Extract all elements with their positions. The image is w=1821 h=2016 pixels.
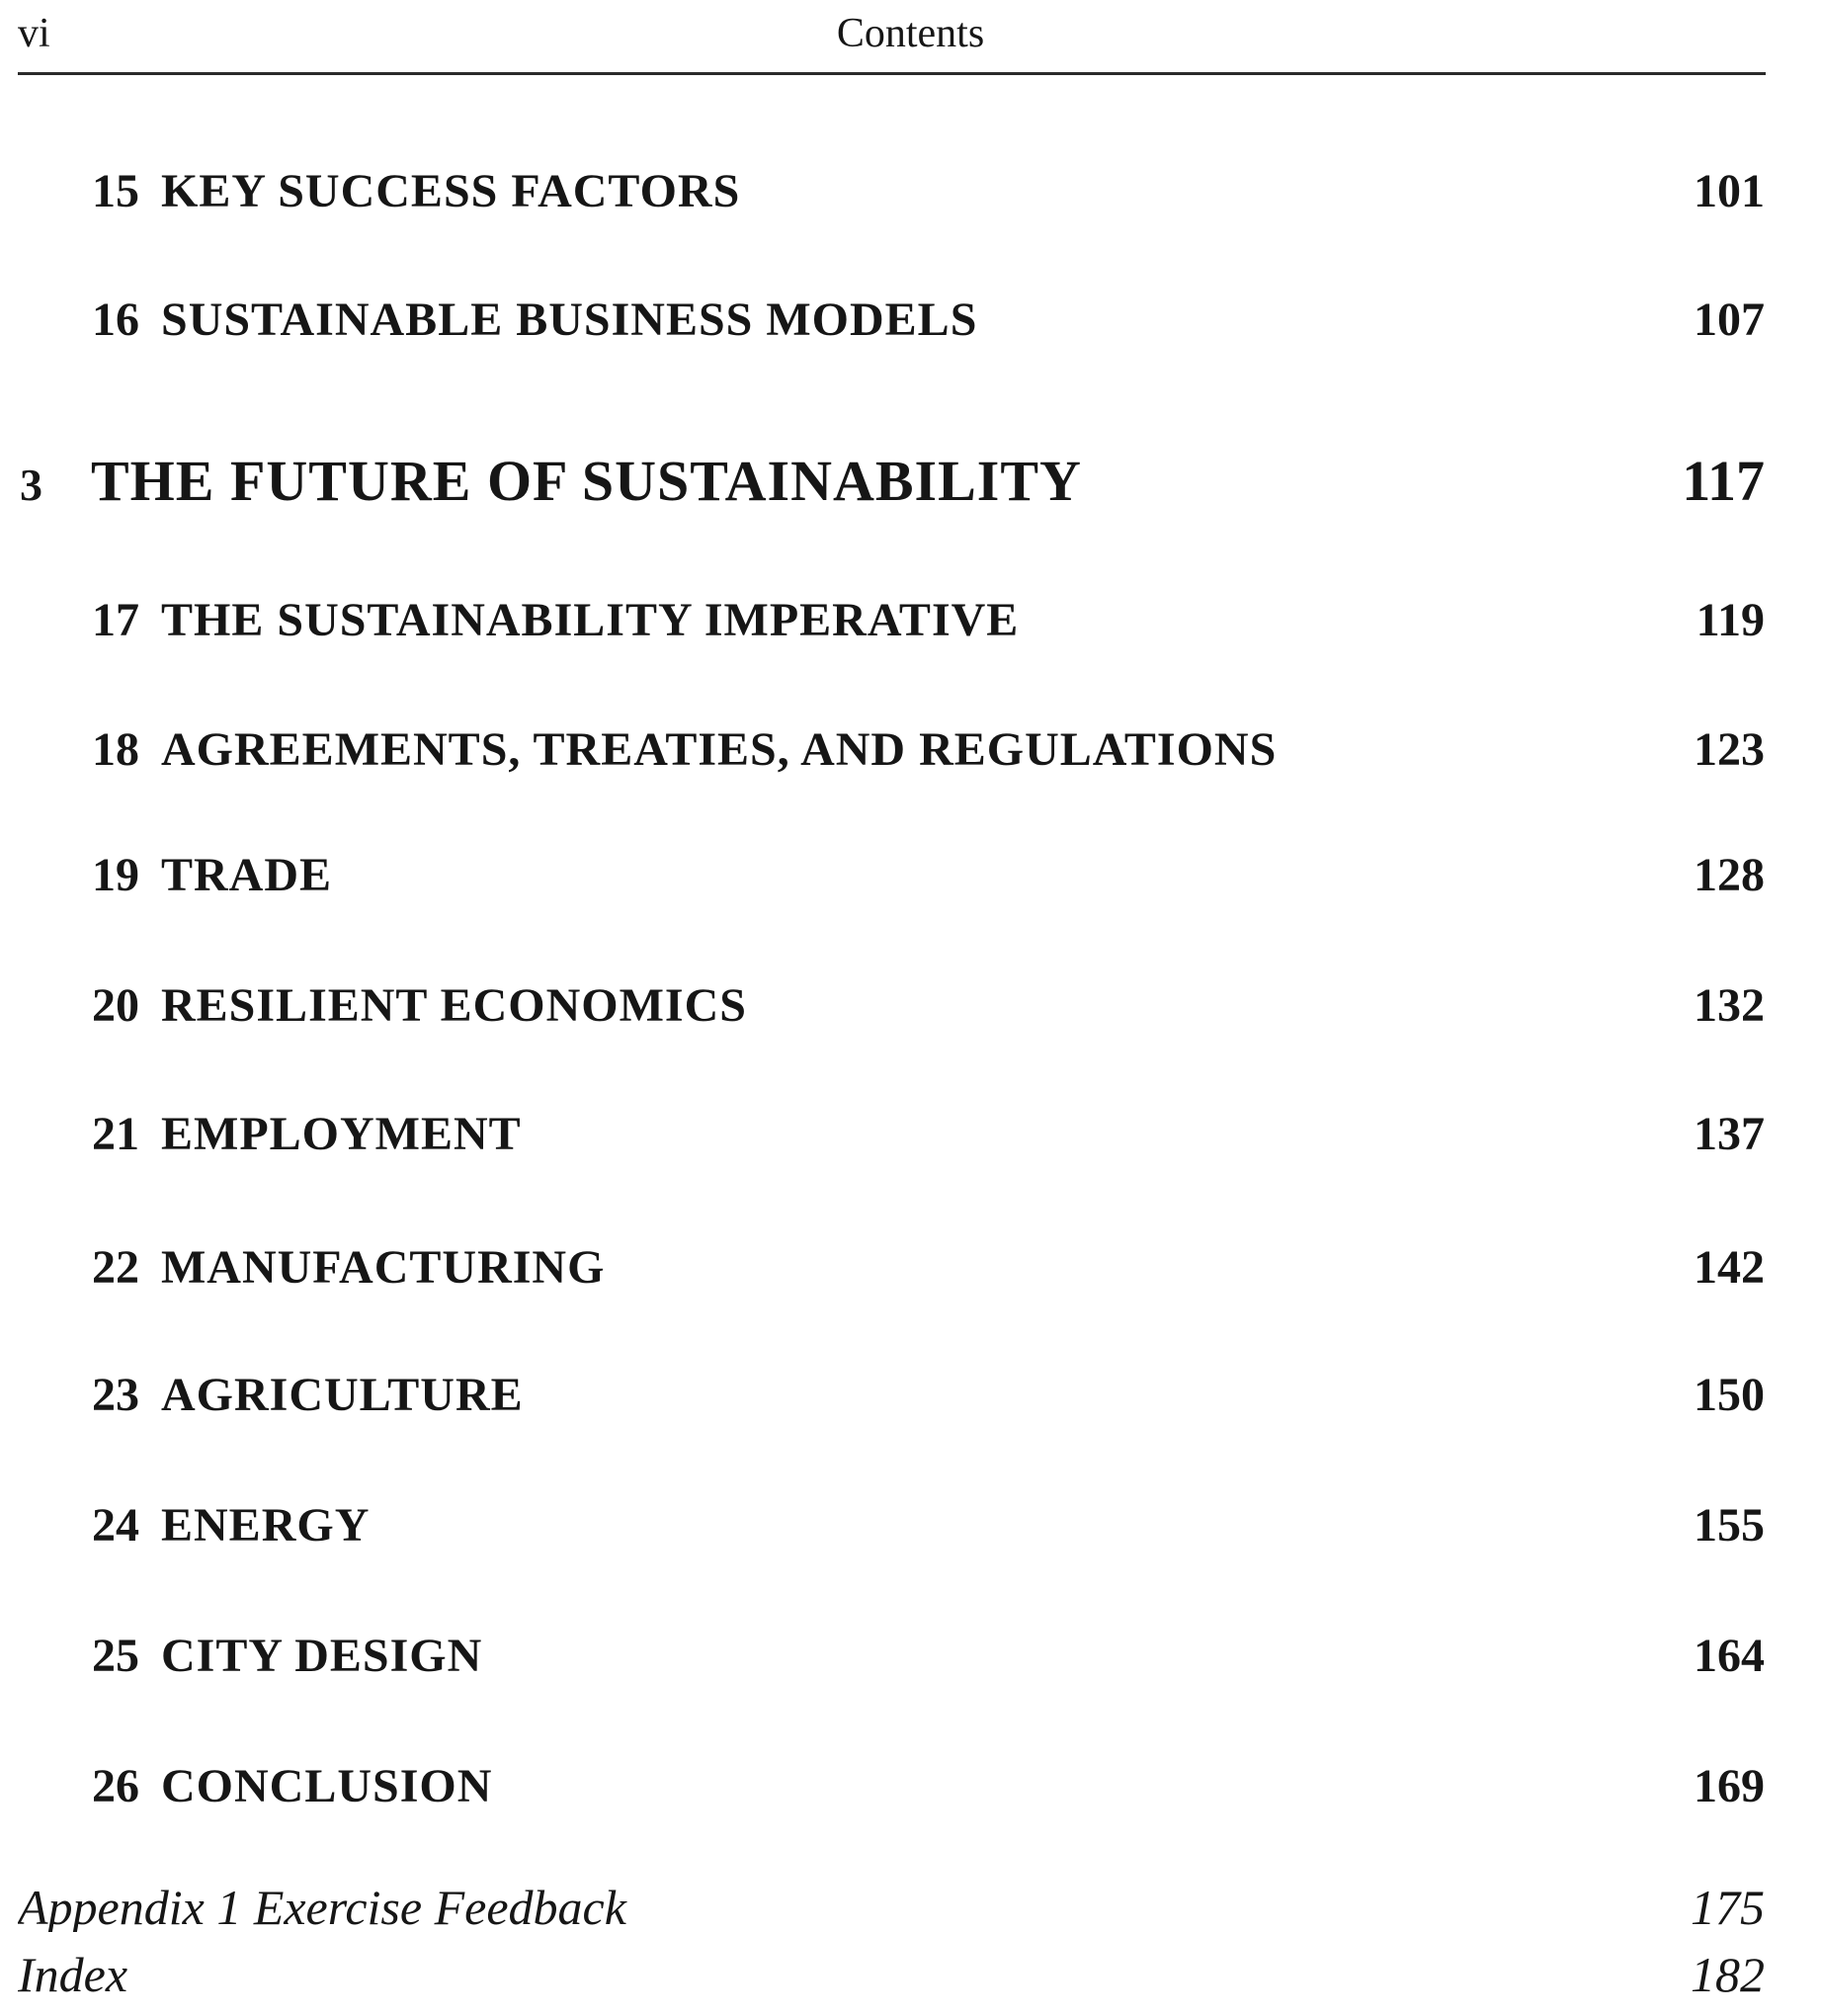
toc-entry-ch20: 20 RESILIENT ECONOMICS 132 <box>0 982 1821 1030</box>
page-number: 150 <box>1694 1369 1765 1421</box>
toc-entry-ch18: 18 AGREEMENTS, TREATIES, AND REGULATIONS… <box>0 726 1821 774</box>
page-number: 175 <box>1691 1880 1765 1935</box>
chapter-title: MANUFACTURING <box>161 1244 606 1292</box>
chapter-number: 21 <box>92 1108 139 1160</box>
page-number: 101 <box>1694 165 1765 217</box>
chapter-number: 18 <box>92 723 139 776</box>
toc-entry-ch21: 21 EMPLOYMENT 137 <box>0 1111 1821 1158</box>
backmatter-title: Appendix 1 Exercise Feedback <box>18 1883 626 1932</box>
part-number: 3 <box>20 460 42 510</box>
chapter-title: KEY SUCCESS FACTORS <box>161 168 741 215</box>
page-number: 117 <box>1682 449 1765 513</box>
chapter-title: TRADE <box>161 852 333 899</box>
page-number: 182 <box>1691 1947 1765 2002</box>
page-number: 132 <box>1694 979 1765 1032</box>
page-number: 123 <box>1694 723 1765 776</box>
page-folio: vi <box>18 11 50 56</box>
chapter-title: EMPLOYMENT <box>161 1111 522 1158</box>
toc-entry-ch24: 24 ENERGY 155 <box>0 1502 1821 1550</box>
chapter-number: 24 <box>92 1499 139 1552</box>
toc-entry-ch23: 23 AGRICULTURE 150 <box>0 1372 1821 1419</box>
toc-entry-ch16: 16 SUSTAINABLE BUSINESS MODELS 107 <box>0 296 1821 344</box>
page-number: 119 <box>1696 594 1765 646</box>
chapter-number: 16 <box>92 294 139 346</box>
chapter-number: 20 <box>92 979 139 1032</box>
chapter-title: CITY DESIGN <box>161 1633 483 1680</box>
toc-entry-ch26: 26 CONCLUSION 169 <box>0 1763 1821 1810</box>
chapter-number: 26 <box>92 1760 139 1812</box>
chapter-title: AGREEMENTS, TREATIES, AND REGULATIONS <box>161 726 1278 774</box>
part-title: THE FUTURE OF SUSTAINABILITY <box>91 453 1082 510</box>
header-rule <box>18 72 1766 75</box>
chapter-title: SUSTAINABLE BUSINESS MODELS <box>161 296 978 344</box>
chapter-number: 17 <box>92 594 139 646</box>
page-number: 107 <box>1694 294 1765 346</box>
toc-entry-part3: 3 THE FUTURE OF SUSTAINABILITY 117 <box>0 453 1821 510</box>
toc-entry-ch15: 15 KEY SUCCESS FACTORS 101 <box>0 168 1821 215</box>
page-number: 164 <box>1694 1630 1765 1682</box>
toc-entry-ch22: 22 MANUFACTURING 142 <box>0 1244 1821 1292</box>
backmatter-title: Index <box>18 1950 128 1999</box>
page-number: 137 <box>1694 1108 1765 1160</box>
chapter-number: 19 <box>92 849 139 901</box>
page-number: 155 <box>1694 1499 1765 1552</box>
chapter-title: ENERGY <box>161 1502 371 1550</box>
toc-entry-ch25: 25 CITY DESIGN 164 <box>0 1633 1821 1680</box>
chapter-title: RESILIENT ECONOMICS <box>161 982 747 1030</box>
chapter-number: 25 <box>92 1630 139 1682</box>
page-number: 169 <box>1694 1760 1765 1812</box>
running-head-title: Contents <box>836 11 985 56</box>
toc-entry-appendix1: Appendix 1 Exercise Feedback 175 <box>0 1883 1821 1932</box>
chapter-number: 15 <box>92 165 139 217</box>
toc-entry-index: Index 182 <box>0 1950 1821 1999</box>
chapter-title: THE SUSTAINABILITY IMPERATIVE <box>161 597 1020 644</box>
chapter-number: 23 <box>92 1369 139 1421</box>
chapter-number: 22 <box>92 1241 139 1294</box>
page-number: 128 <box>1694 849 1765 901</box>
chapter-title: AGRICULTURE <box>161 1372 524 1419</box>
toc-entry-ch19: 19 TRADE 128 <box>0 852 1821 899</box>
toc-entry-ch17: 17 THE SUSTAINABILITY IMPERATIVE 119 <box>0 597 1821 644</box>
chapter-title: CONCLUSION <box>161 1763 493 1810</box>
page-number: 142 <box>1694 1241 1765 1294</box>
